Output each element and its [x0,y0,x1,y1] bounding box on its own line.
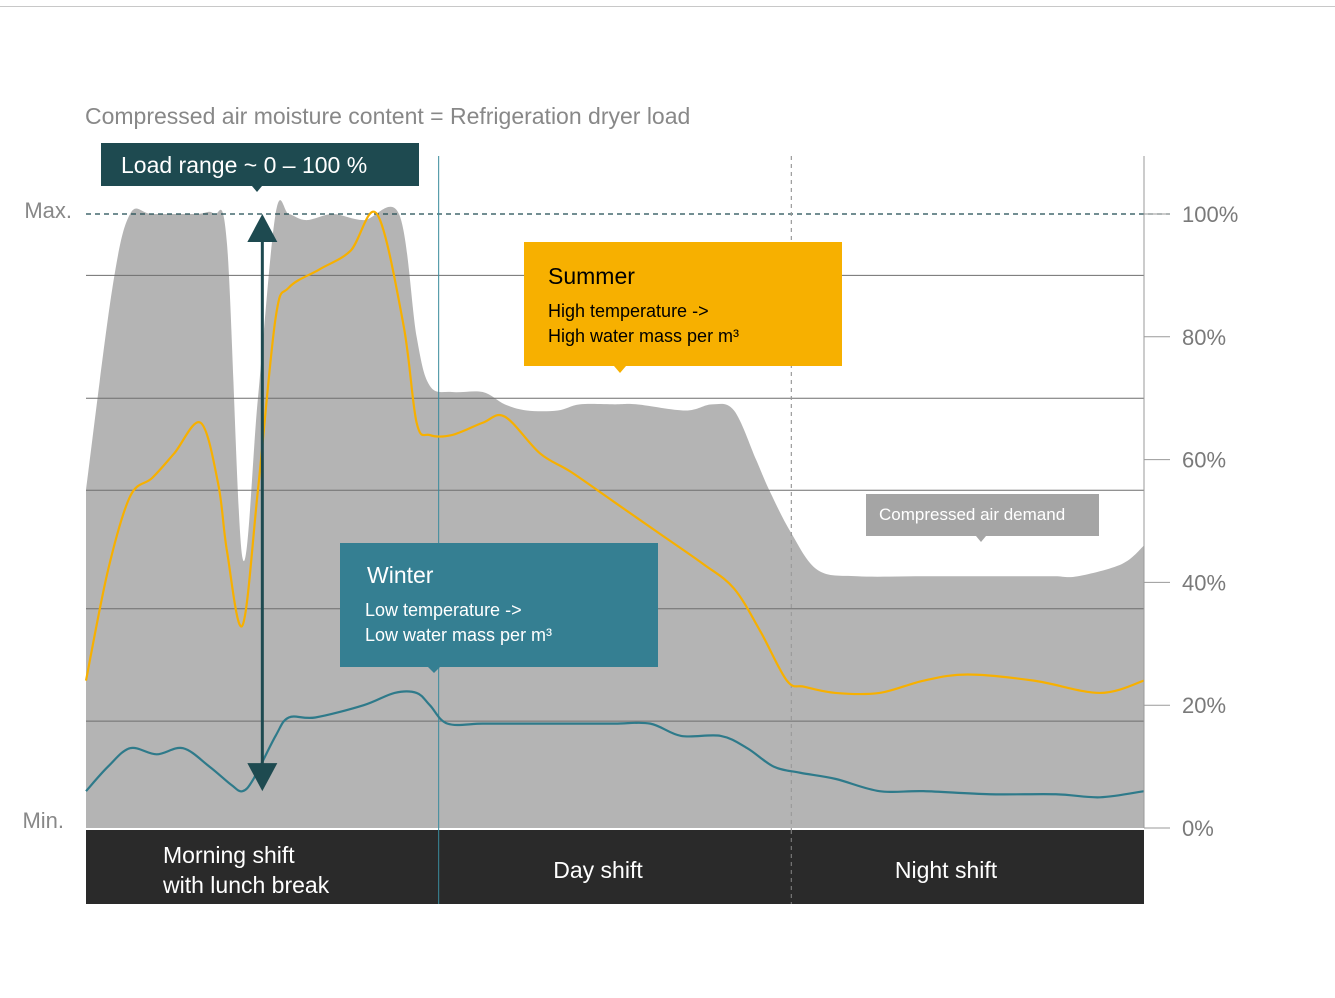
summer-callout-pointer [614,366,626,373]
load-range-label: Load range ~ 0 – 100 % [121,152,367,178]
winter-callout-line: Low temperature -> [365,600,522,620]
summer-callout-line: High water mass per m³ [548,326,739,346]
y-min-label: Min. [22,808,64,833]
annotation-layer: Load range ~ 0 – 100 % Summer High tempera… [101,143,1099,792]
winter-callout-box [340,543,658,667]
winter-callout-title: Winter [367,562,434,588]
summer-line-series [84,210,1145,696]
axis-layer: 100% 80% 60% 40% 20% 0% [1143,156,1238,841]
shift-label-line: with lunch break [162,872,330,898]
demand-label: Compressed air demand [879,505,1065,524]
winter-callout-line: Low water mass per m³ [365,625,552,645]
summer-callout-box [524,242,842,366]
demand-area-series [86,200,1144,828]
load-range-pointer [252,186,262,192]
area-layer [86,200,1144,828]
line-layer [84,210,1145,799]
demand-label-box [866,494,1099,536]
y-tick-label: 100% [1182,202,1238,227]
summer-callout-line: High temperature -> [548,301,709,321]
chart-title: Compressed air moisture content = Refrig… [85,103,690,129]
demand-label-pointer [976,536,986,542]
y-tick-label: 0% [1182,816,1214,841]
load-range-box [101,143,419,186]
y-max-label: Max. [24,198,72,223]
y-tick-label: 20% [1182,693,1226,718]
y-tick-label: 60% [1182,448,1226,473]
shift-label: Day shift [553,857,643,883]
top-rule [0,6,1335,7]
arrow-head-up-icon [247,214,278,242]
winter-callout-pointer [428,667,440,673]
shift-band-background [86,830,1144,904]
shift-label: Night shift [895,857,998,883]
summer-callout-title: Summer [548,263,635,289]
shift-label-line: Morning shift [163,842,295,868]
y-tick-label: 80% [1182,325,1226,350]
y-tick-label: 40% [1182,570,1226,595]
shift-band: Morning shift with lunch break Day shift Ni… [86,830,1144,904]
arrow-head-down-icon [247,763,278,792]
winter-line-series [85,690,1145,799]
